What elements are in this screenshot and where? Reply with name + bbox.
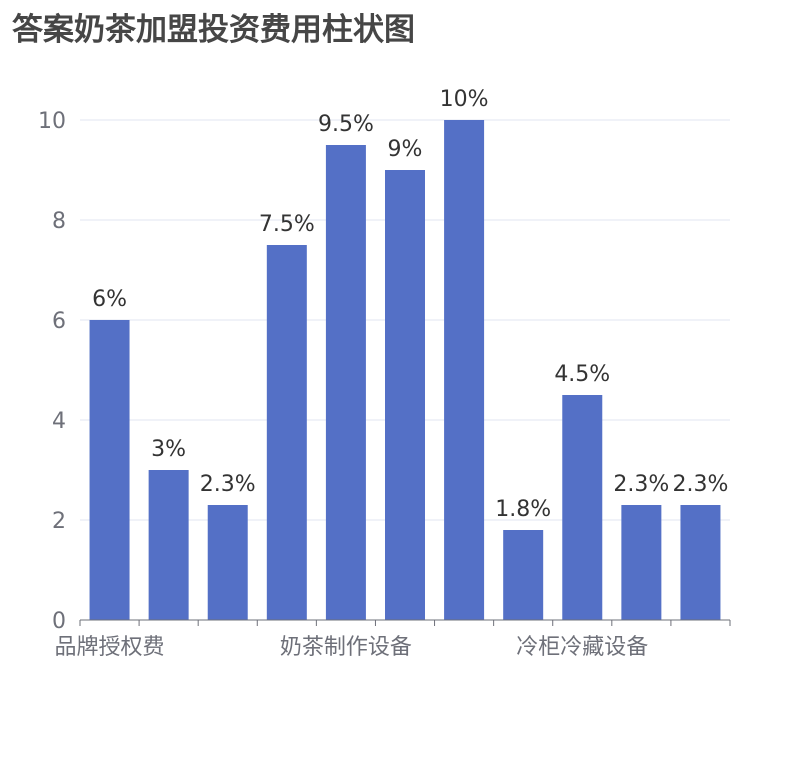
data-label: 2.3% [200, 472, 256, 497]
data-label: 10% [440, 87, 489, 112]
y-tick-label: 6 [52, 309, 66, 334]
bar [89, 320, 130, 620]
y-tick-label: 0 [52, 609, 66, 634]
bar [444, 120, 485, 620]
y-tick-label: 2 [52, 509, 66, 534]
x-category-label: 奶茶制作设备 [280, 635, 412, 660]
x-category-label: 品牌授权费 [55, 635, 165, 660]
bar [385, 170, 425, 620]
y-tick-label: 10 [38, 109, 66, 134]
bar [562, 395, 603, 620]
data-label: 9% [388, 137, 423, 162]
y-tick-label: 4 [52, 409, 66, 434]
chart-title: 答案奶茶加盟投资费用柱状图 [12, 12, 415, 48]
data-labels: 6%3%2.3%7.5%9.5%9%10%1.8%4.5%2.3% 2.3% [92, 87, 728, 522]
data-label: 4.5% [554, 362, 610, 387]
bar [503, 530, 544, 620]
bar [680, 505, 721, 620]
bar [148, 470, 189, 620]
bar [621, 505, 662, 620]
x-category-label: 冷柜冷藏设备 [516, 635, 648, 660]
y-axis-ticks: 0 2 4 6 8 10 [38, 109, 66, 634]
data-label: 3% [151, 437, 186, 462]
data-label: 6% [92, 287, 127, 312]
bar [325, 145, 366, 620]
bar [207, 505, 248, 620]
bar [266, 245, 307, 620]
data-label: 2.3% [613, 472, 669, 497]
y-tick-label: 8 [52, 209, 66, 234]
data-label: 9.5% [318, 112, 374, 137]
data-label: 2.3% [673, 472, 729, 497]
data-label: 1.8% [495, 497, 551, 522]
data-label: 7.5% [259, 212, 315, 237]
x-axis: 品牌授权费 奶茶制作设备 冷柜冷藏设备 [55, 619, 731, 660]
bars [89, 120, 721, 620]
